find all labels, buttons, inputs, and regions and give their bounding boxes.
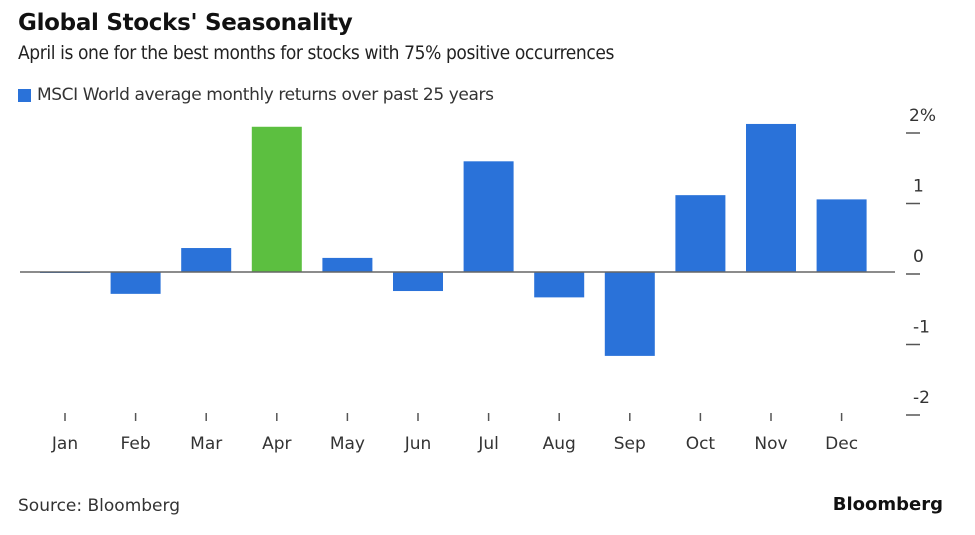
bar-oct <box>675 195 726 272</box>
chart-subtitle: April is one for the best months for sto… <box>18 42 614 64</box>
bar-dec <box>816 199 867 272</box>
y-tick-label: -2 <box>913 388 930 408</box>
x-tick-label: Jul <box>477 434 499 454</box>
x-tick-label: Jun <box>404 434 432 454</box>
bar-mar <box>181 248 232 272</box>
legend-swatch <box>18 88 31 102</box>
chart-title: Global Stocks' Seasonality <box>18 10 353 36</box>
y-tick-label: 2% <box>909 106 936 126</box>
x-tick-label: Aug <box>543 434 576 454</box>
bar-jun <box>393 272 443 292</box>
x-tick-label: Dec <box>825 434 858 454</box>
x-tick-label: Mar <box>190 434 222 454</box>
y-tick-label: -1 <box>913 318 930 338</box>
y-tick-label: 1 <box>913 177 924 197</box>
bar-feb <box>110 272 161 294</box>
source-note: Source: Bloomberg <box>18 496 180 516</box>
brand-logo: Bloomberg <box>832 494 943 515</box>
x-tick-label: May <box>330 434 365 454</box>
bar-apr <box>251 126 302 273</box>
bar-sep <box>604 272 655 356</box>
bar-jul <box>463 161 514 272</box>
bar-nov <box>746 123 796 272</box>
x-tick-label: Jan <box>51 434 78 454</box>
legend: MSCI World average monthly returns over … <box>18 85 494 105</box>
x-tick-label: Nov <box>754 434 787 454</box>
x-tick-label: Oct <box>686 434 716 454</box>
x-tick-label: Sep <box>614 434 646 454</box>
x-tick-label: Feb <box>121 434 151 454</box>
y-tick-label: 0 <box>913 247 924 267</box>
legend-label: MSCI World average monthly returns over … <box>37 85 494 105</box>
bar-aug <box>534 272 585 298</box>
x-tick-label: Apr <box>262 434 291 454</box>
bar-may <box>322 257 373 272</box>
